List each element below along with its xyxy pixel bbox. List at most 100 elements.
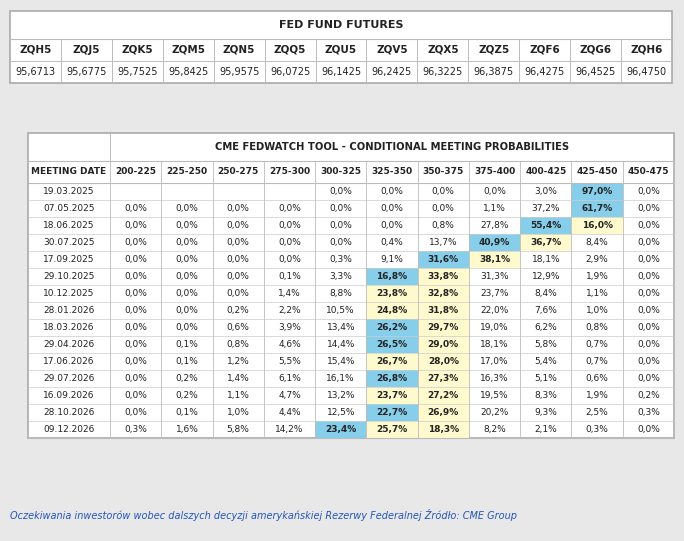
- Text: 0,0%: 0,0%: [637, 255, 660, 264]
- Text: 450-475: 450-475: [628, 168, 669, 176]
- Bar: [367, 285, 418, 302]
- Text: 0,0%: 0,0%: [637, 357, 660, 366]
- Text: 0,0%: 0,0%: [329, 221, 352, 230]
- Text: 55,4%: 55,4%: [530, 221, 562, 230]
- Text: 6,2%: 6,2%: [534, 323, 557, 332]
- Text: 95,8425: 95,8425: [168, 67, 209, 77]
- Text: 26,5%: 26,5%: [376, 340, 408, 349]
- Text: 0,0%: 0,0%: [329, 187, 352, 196]
- Text: 0,6%: 0,6%: [226, 323, 250, 332]
- Text: 0,0%: 0,0%: [226, 255, 250, 264]
- Text: 0,0%: 0,0%: [637, 204, 660, 213]
- Text: 0,0%: 0,0%: [124, 323, 147, 332]
- Text: 1,0%: 1,0%: [586, 306, 609, 315]
- Bar: [571, 217, 622, 234]
- Text: 12,5%: 12,5%: [326, 408, 355, 417]
- Bar: [418, 336, 469, 353]
- Text: 30.07.2025: 30.07.2025: [43, 238, 95, 247]
- Bar: [418, 421, 469, 438]
- Bar: [367, 404, 418, 421]
- Text: 17,0%: 17,0%: [480, 357, 509, 366]
- Text: ZQJ5: ZQJ5: [73, 45, 100, 55]
- Text: ZQH6: ZQH6: [631, 45, 663, 55]
- Bar: [469, 234, 520, 251]
- Text: 96,0725: 96,0725: [270, 67, 311, 77]
- Text: ZQU5: ZQU5: [325, 45, 357, 55]
- Text: 13,4%: 13,4%: [326, 323, 355, 332]
- Text: 4,6%: 4,6%: [278, 340, 301, 349]
- Text: 96,4525: 96,4525: [575, 67, 616, 77]
- Text: 0,0%: 0,0%: [483, 187, 506, 196]
- Text: 0,8%: 0,8%: [432, 221, 455, 230]
- Text: 0,2%: 0,2%: [176, 374, 198, 383]
- Text: 0,0%: 0,0%: [432, 187, 455, 196]
- Text: 96,2425: 96,2425: [372, 67, 412, 77]
- Text: 0,0%: 0,0%: [278, 255, 301, 264]
- Text: 0,1%: 0,1%: [278, 272, 301, 281]
- Text: 0,0%: 0,0%: [226, 221, 250, 230]
- Text: 16,1%: 16,1%: [326, 374, 355, 383]
- Text: 325-350: 325-350: [371, 168, 412, 176]
- Text: 3,0%: 3,0%: [534, 187, 557, 196]
- Text: 225-250: 225-250: [166, 168, 207, 176]
- Text: 0,0%: 0,0%: [176, 272, 198, 281]
- Text: 40,9%: 40,9%: [479, 238, 510, 247]
- Text: 0,0%: 0,0%: [637, 425, 660, 434]
- Text: 33,8%: 33,8%: [428, 272, 459, 281]
- Text: ZQX5: ZQX5: [427, 45, 459, 55]
- Text: 26,2%: 26,2%: [376, 323, 408, 332]
- Text: 1,9%: 1,9%: [586, 272, 609, 281]
- Text: 96,4275: 96,4275: [525, 67, 565, 77]
- Text: 8,4%: 8,4%: [586, 238, 609, 247]
- Text: 0,0%: 0,0%: [176, 255, 198, 264]
- Text: 0,0%: 0,0%: [124, 391, 147, 400]
- Text: 7,6%: 7,6%: [534, 306, 557, 315]
- Text: 0,0%: 0,0%: [124, 204, 147, 213]
- Text: 29,0%: 29,0%: [428, 340, 459, 349]
- Text: 12,9%: 12,9%: [531, 272, 560, 281]
- Text: 29.07.2026: 29.07.2026: [43, 374, 94, 383]
- Bar: [520, 234, 571, 251]
- Text: 95,9575: 95,9575: [219, 67, 259, 77]
- Text: 95,6775: 95,6775: [66, 67, 107, 77]
- Text: 5,4%: 5,4%: [534, 357, 557, 366]
- Text: 4,7%: 4,7%: [278, 391, 301, 400]
- Text: 3,3%: 3,3%: [329, 272, 352, 281]
- Text: 17.09.2025: 17.09.2025: [43, 255, 95, 264]
- Text: 0,1%: 0,1%: [176, 340, 198, 349]
- Text: 14,2%: 14,2%: [275, 425, 304, 434]
- Bar: [367, 268, 418, 285]
- Text: 0,0%: 0,0%: [278, 204, 301, 213]
- Text: 0,0%: 0,0%: [226, 238, 250, 247]
- Text: 17.06.2026: 17.06.2026: [43, 357, 95, 366]
- Text: 200-225: 200-225: [115, 168, 156, 176]
- Text: 0,0%: 0,0%: [176, 323, 198, 332]
- Text: 5,8%: 5,8%: [226, 425, 250, 434]
- Text: 2,5%: 2,5%: [586, 408, 609, 417]
- Text: 0,0%: 0,0%: [124, 357, 147, 366]
- Text: 18,1%: 18,1%: [480, 340, 509, 349]
- Text: 0,0%: 0,0%: [124, 306, 147, 315]
- Text: 8,4%: 8,4%: [534, 289, 557, 298]
- Text: 1,1%: 1,1%: [483, 204, 506, 213]
- Text: 1,2%: 1,2%: [227, 357, 250, 366]
- Bar: [367, 421, 418, 438]
- Text: 96,4750: 96,4750: [627, 67, 667, 77]
- Text: 23,8%: 23,8%: [376, 289, 408, 298]
- Bar: [367, 319, 418, 336]
- Text: 32,8%: 32,8%: [428, 289, 459, 298]
- Text: 95,7525: 95,7525: [117, 67, 157, 77]
- Text: 0,0%: 0,0%: [329, 238, 352, 247]
- Text: 0,0%: 0,0%: [176, 238, 198, 247]
- Text: 26,7%: 26,7%: [376, 357, 408, 366]
- Text: 0,0%: 0,0%: [329, 204, 352, 213]
- Text: 0,3%: 0,3%: [124, 425, 147, 434]
- Text: ZQH5: ZQH5: [19, 45, 52, 55]
- Text: 36,7%: 36,7%: [530, 238, 562, 247]
- Text: 14,4%: 14,4%: [326, 340, 355, 349]
- Text: 0,4%: 0,4%: [380, 238, 404, 247]
- Text: 26,8%: 26,8%: [376, 374, 408, 383]
- Text: ZQZ5: ZQZ5: [478, 45, 510, 55]
- Text: 96,3225: 96,3225: [423, 67, 463, 77]
- Text: 37,2%: 37,2%: [531, 204, 560, 213]
